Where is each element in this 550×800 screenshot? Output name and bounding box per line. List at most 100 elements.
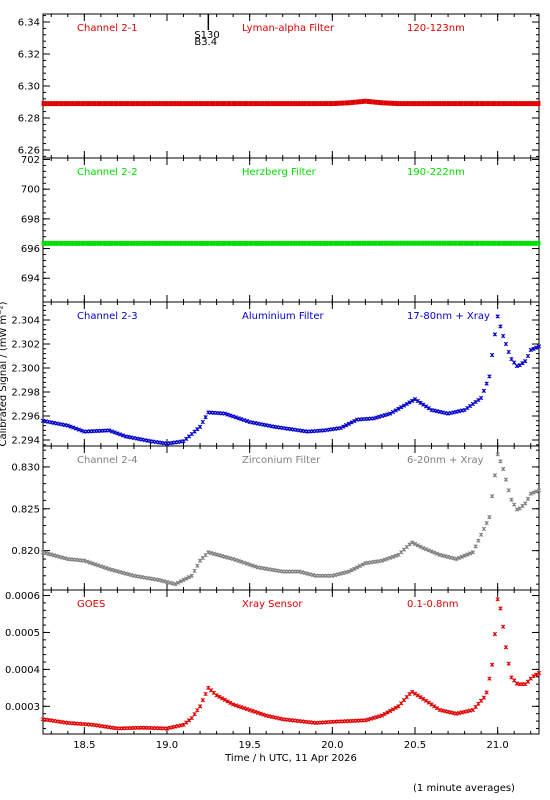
data-point: [223, 240, 227, 246]
data-point: [228, 413, 233, 418]
data-point: [236, 558, 241, 564]
data-point: [528, 491, 533, 496]
data-point: [63, 240, 67, 246]
data-point: [521, 101, 524, 107]
data-point: [531, 346, 536, 351]
event-label: S130: [194, 30, 219, 41]
data-point: [456, 555, 462, 561]
data-point: [410, 240, 414, 246]
data-point: [74, 240, 78, 246]
data-point: [300, 101, 304, 107]
data-point: [435, 240, 439, 246]
y-tick-label: 6.30: [18, 82, 40, 93]
data-point: [478, 532, 484, 537]
data-point: [73, 426, 79, 431]
data-point: [523, 501, 528, 506]
data-point: [487, 374, 492, 379]
data-point: [317, 240, 320, 246]
data-point: [91, 101, 94, 107]
data-point: [463, 240, 466, 246]
data-point: [383, 100, 387, 106]
averaging-note: (1 minute averages): [413, 783, 515, 794]
data-point: [352, 418, 357, 424]
data-point: [388, 708, 393, 714]
data-point: [518, 240, 522, 246]
data-point: [498, 324, 503, 329]
data-point: [386, 100, 389, 106]
data-point: [496, 240, 500, 246]
data-point: [336, 240, 340, 246]
data-point: [85, 101, 89, 107]
data-point: [138, 101, 141, 107]
data-point: [344, 240, 348, 246]
data-point: [195, 240, 199, 246]
data-point: [295, 101, 298, 107]
data-point: [349, 568, 354, 573]
data-point: [364, 98, 367, 104]
data-point: [165, 240, 169, 246]
data-point: [262, 101, 265, 107]
data-point: [503, 341, 509, 347]
data-point: [162, 240, 166, 246]
data-point: [330, 240, 334, 246]
y-tick-label: 6.32: [18, 50, 40, 61]
data-point: [289, 101, 293, 107]
panel-frame: [42, 445, 540, 591]
data-point: [244, 561, 250, 566]
data-point: [262, 240, 265, 246]
data-point: [361, 98, 365, 104]
data-point: [350, 100, 354, 106]
data-point: [328, 240, 331, 246]
data-point: [532, 240, 535, 246]
data-point: [173, 101, 177, 107]
data-point: [82, 240, 86, 246]
data-point: [204, 101, 207, 107]
data-point: [193, 240, 196, 246]
data-point: [397, 101, 400, 107]
data-point: [96, 240, 100, 246]
data-point: [470, 401, 476, 407]
y-tick-label: 2.300: [11, 364, 40, 375]
data-point: [525, 353, 531, 359]
data-point: [60, 101, 64, 107]
data-point: [338, 425, 343, 431]
panel-frame: [42, 301, 540, 447]
data-point: [507, 240, 511, 246]
data-point: [102, 101, 106, 107]
data-point: [415, 398, 420, 404]
band-label: 0.1-0.8nm: [407, 599, 459, 610]
data-point: [233, 557, 239, 563]
data-point: [402, 101, 406, 107]
data-point: [314, 101, 318, 107]
x-tick-label: 20.5: [404, 740, 426, 751]
data-point: [251, 101, 254, 107]
data-point: [85, 240, 89, 246]
data-point: [113, 240, 117, 246]
data-point: [341, 240, 345, 246]
data-point: [385, 556, 390, 561]
data-point: [182, 240, 185, 246]
data-point: [507, 101, 511, 107]
data-point: [63, 101, 67, 107]
data-point: [388, 240, 392, 246]
data-point: [99, 101, 103, 107]
data-point: [479, 101, 483, 107]
data-point: [350, 240, 354, 246]
data-point: [184, 576, 189, 581]
data-point: [390, 409, 396, 415]
data-point: [203, 691, 208, 697]
data-point: [418, 544, 423, 549]
data-point: [454, 556, 459, 562]
data-point: [292, 240, 296, 246]
data-point: [421, 240, 425, 246]
data-point: [509, 356, 514, 362]
data-point: [101, 565, 106, 570]
data-point: [319, 240, 323, 246]
data-point: [490, 494, 495, 499]
data-point: [240, 240, 243, 246]
data-point: [360, 562, 365, 567]
data-point: [394, 240, 398, 246]
data-point: [204, 240, 207, 246]
data-point: [534, 345, 539, 350]
